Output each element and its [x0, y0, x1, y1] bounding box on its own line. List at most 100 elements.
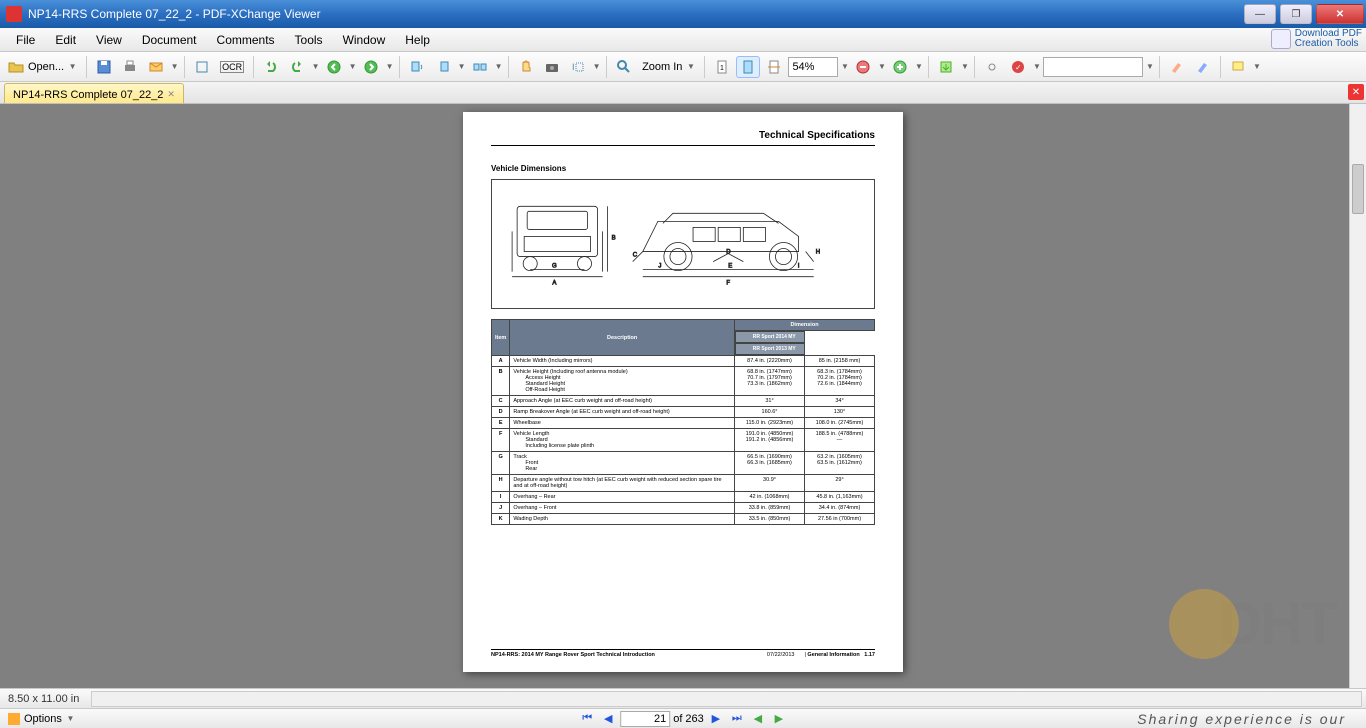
highlight-button[interactable] — [1165, 56, 1189, 78]
export-button[interactable] — [934, 56, 958, 78]
table-row: KWading Depth33.5 in. (850mm)27.56 in (7… — [492, 514, 875, 525]
snapshot-button[interactable] — [540, 56, 564, 78]
undo-button[interactable] — [259, 56, 283, 78]
redo-button[interactable] — [285, 56, 309, 78]
view-button[interactable] — [468, 56, 492, 78]
toolbar: Open...▼ ▼ OCR ▼ ▼ ▼ ▼ ▼ I ▼ Zoom In▼ 1 … — [0, 52, 1366, 82]
fit-page-button[interactable] — [736, 56, 760, 78]
close-button[interactable]: ✕ — [1316, 4, 1364, 24]
title-bar: NP14-RRS Complete 07_22_2 - PDF-XChange … — [0, 0, 1366, 28]
menu-file[interactable]: File — [6, 30, 45, 50]
nav-fwd-status[interactable]: ▶ — [770, 711, 788, 727]
select-button[interactable]: I — [566, 56, 590, 78]
svg-text:H: H — [816, 250, 820, 256]
open-button[interactable]: Open...▼ — [4, 56, 81, 78]
svg-text:D: D — [726, 250, 731, 256]
link-button[interactable] — [980, 56, 1004, 78]
spec-table: ItemDescriptionDimension RR Sport 2014 M… — [491, 319, 875, 525]
svg-text:I: I — [572, 62, 575, 72]
maximize-button[interactable]: ❐ — [1280, 4, 1312, 24]
pdf-page: Technical Specifications Vehicle Dimensi… — [463, 112, 903, 672]
zoom-out-btn[interactable] — [851, 56, 875, 78]
table-row: DRamp Breakover Angle (at EEC curb weigh… — [492, 407, 875, 418]
document-viewport[interactable]: Technical Specifications Vehicle Dimensi… — [0, 104, 1366, 688]
dropdown-icon[interactable]: ▼ — [170, 62, 179, 71]
window-title: NP14-RRS Complete 07_22_2 - PDF-XChange … — [28, 7, 321, 21]
tab-close-icon[interactable]: ✕ — [167, 89, 175, 100]
menu-edit[interactable]: Edit — [45, 30, 86, 50]
page-nav: ⏮ ◀ of 263 ▶ ⏭ ◀ ▶ — [578, 711, 788, 727]
stamp-button[interactable]: ✓ — [1006, 56, 1030, 78]
table-row: EWheelbase115.0 in. (2923mm)108.0 in. (2… — [492, 418, 875, 429]
next-page-button[interactable]: ▶ — [707, 711, 725, 727]
download-promo[interactable]: Download PDFCreation Tools — [1271, 29, 1362, 49]
watermark-logo: DHT — [1219, 589, 1336, 658]
zoom-tool-button[interactable] — [612, 56, 636, 78]
menu-help[interactable]: Help — [395, 30, 440, 50]
menu-tools[interactable]: Tools — [285, 30, 333, 50]
fit-width-button[interactable] — [762, 56, 786, 78]
table-row: BVehicle Height (Including roof antenna … — [492, 367, 875, 396]
note-button[interactable] — [1226, 56, 1250, 78]
svg-text:✓: ✓ — [1015, 63, 1022, 72]
svg-text:C: C — [633, 253, 638, 259]
hand-tool-button[interactable] — [514, 56, 538, 78]
tab-strip: NP14-RRS Complete 07_22_2 ✕ ✕ — [0, 82, 1366, 104]
svg-text:1: 1 — [720, 65, 724, 72]
nav-back-status[interactable]: ◀ — [749, 711, 767, 727]
first-page-button[interactable]: ⏮ — [578, 711, 596, 727]
horizontal-scrollbar[interactable] — [91, 691, 1362, 707]
scan-button[interactable] — [190, 56, 214, 78]
print-button[interactable] — [118, 56, 142, 78]
menu-document[interactable]: Document — [132, 30, 207, 50]
section-heading: Vehicle Dimensions — [491, 164, 875, 173]
search-input[interactable] — [1043, 57, 1143, 77]
table-row: JOverhang – Front33.8 in. (859mm)34.4 in… — [492, 503, 875, 514]
promo-icon — [1271, 29, 1291, 49]
scrollbar-thumb[interactable] — [1352, 164, 1364, 214]
zoom-input[interactable] — [788, 57, 838, 77]
ocr-button[interactable]: OCR — [216, 56, 248, 78]
last-page-button[interactable]: ⏭ — [728, 711, 746, 727]
rotate-ccw-button[interactable] — [405, 56, 429, 78]
actual-size-button[interactable]: 1 — [710, 56, 734, 78]
nav-fwd-button[interactable] — [359, 56, 383, 78]
nav-back-button[interactable] — [322, 56, 346, 78]
svg-text:I: I — [798, 264, 800, 270]
close-all-tabs-button[interactable]: ✕ — [1348, 84, 1364, 100]
page-dimensions: 8.50 x 11.00 in — [0, 693, 87, 705]
menu-view[interactable]: View — [86, 30, 132, 50]
page-heading: Technical Specifications — [491, 130, 875, 146]
menu-bar: FileEditViewDocumentCommentsToolsWindowH… — [0, 28, 1366, 52]
email-button[interactable] — [144, 56, 168, 78]
svg-text:G: G — [552, 264, 557, 270]
svg-text:J: J — [658, 264, 661, 270]
svg-text:E: E — [728, 264, 732, 270]
document-tab[interactable]: NP14-RRS Complete 07_22_2 ✕ — [4, 83, 184, 103]
table-row: HDeparture angle without tow hitch (at E… — [492, 475, 875, 492]
zoom-in-btn[interactable] — [888, 56, 912, 78]
horizontal-scroll-strip: 8.50 x 11.00 in — [0, 688, 1366, 708]
strikeout-button[interactable] — [1191, 56, 1215, 78]
table-row: GTrackFrontRear66.5 in. (1690mm)66.3 in.… — [492, 452, 875, 475]
table-row: FVehicle LengthStandardIncluding license… — [492, 429, 875, 452]
table-row: AVehicle Width (Including mirrors)87.4 i… — [492, 356, 875, 367]
menu-window[interactable]: Window — [333, 30, 396, 50]
table-row: CApproach Angle (at EEC curb weight and … — [492, 396, 875, 407]
watermark-text: Sharing experience is our — [1137, 711, 1346, 727]
prev-page-button[interactable]: ◀ — [599, 711, 617, 727]
vehicle-diagram: A G B F E J I C D H — [491, 179, 875, 309]
app-icon — [6, 6, 22, 22]
rotate-cw-button[interactable] — [431, 56, 455, 78]
options-button[interactable]: Options ▼ — [0, 713, 83, 725]
page-input[interactable] — [620, 711, 670, 727]
menu-comments[interactable]: Comments — [207, 30, 285, 50]
vertical-scrollbar[interactable] — [1349, 104, 1366, 688]
svg-text:B: B — [612, 235, 616, 241]
save-button[interactable] — [92, 56, 116, 78]
flag-icon — [8, 713, 20, 725]
minimize-button[interactable]: — — [1244, 4, 1276, 24]
page-footer: NP14-RRS: 2014 MY Range Rover Sport Tech… — [491, 649, 875, 658]
zoom-in-button[interactable]: Zoom In▼ — [638, 56, 699, 78]
svg-text:A: A — [552, 281, 556, 287]
